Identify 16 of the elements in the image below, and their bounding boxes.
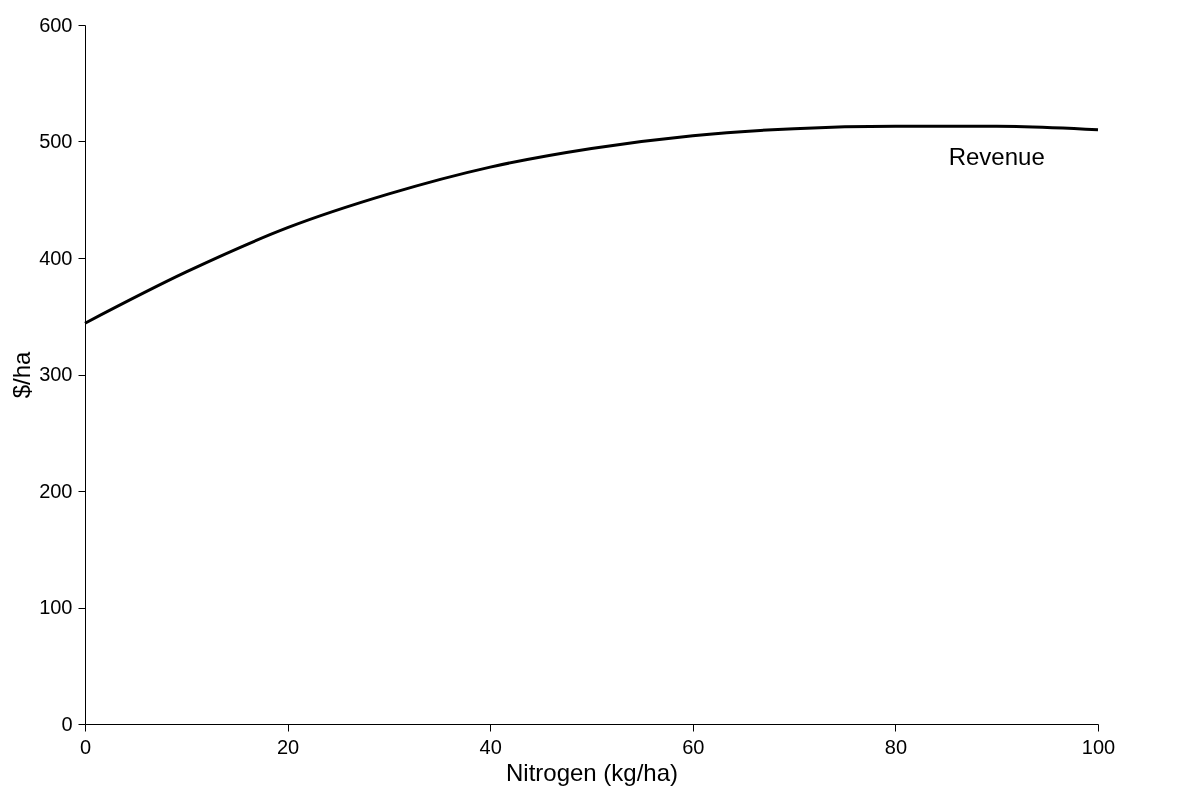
y-tick-label: 600	[39, 13, 73, 36]
x-tick-label: 80	[884, 735, 908, 758]
y-tick-label: 300	[39, 363, 73, 385]
y-tick-label: 100	[39, 596, 73, 618]
y-tick-label: 400	[39, 246, 73, 269]
x-tick-label: 40	[479, 735, 502, 758]
y-tick-label: 0	[61, 712, 73, 735]
x-tick-label: 100	[1081, 735, 1116, 758]
y-tick-label: 500	[39, 130, 73, 152]
x-tick-label: 0	[79, 735, 92, 758]
y-axis-title: $/ha	[8, 351, 36, 399]
x-axis-title: Nitrogen (kg/ha)	[505, 758, 679, 786]
series-label: Revenue	[948, 143, 1045, 171]
x-tick-label: 20	[276, 735, 300, 758]
x-tick-label: 60	[682, 735, 705, 758]
y-tick-label: 200	[39, 479, 73, 502]
